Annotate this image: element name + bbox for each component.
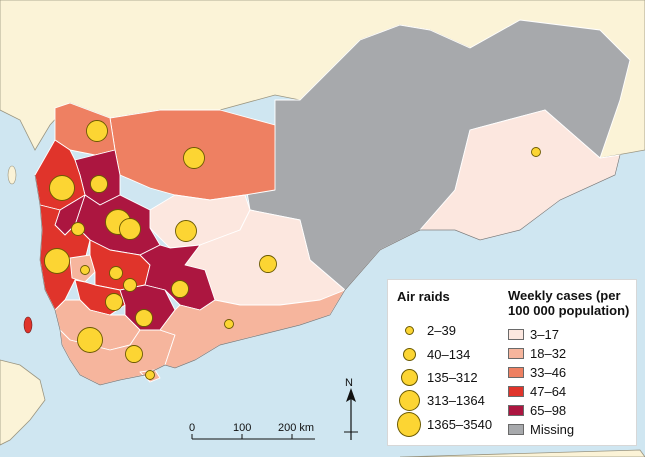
- air-raids-legend-title: Air raids: [397, 289, 450, 304]
- air-raid-marker-sanaa-city[interactable]: [119, 218, 141, 240]
- weekly-cases-legend-item: 18–32: [508, 343, 566, 363]
- class-label: 33–46: [530, 364, 567, 380]
- weekly-cases-legend-item: Missing: [508, 419, 574, 439]
- raid-size-label: 1365–3540: [427, 416, 493, 432]
- coastline: [34, 154, 621, 386]
- air-raid-marker-hadramawt[interactable]: [531, 147, 541, 157]
- class-swatch: [508, 385, 524, 397]
- air-raid-marker-amran[interactable]: [90, 175, 108, 193]
- air-raid-marker-abyan[interactable]: [224, 319, 234, 329]
- raid-size-label: 2–39: [427, 322, 456, 338]
- air-raid-marker-marib[interactable]: [175, 220, 197, 242]
- north-label: N: [345, 377, 353, 389]
- island: [23, 316, 33, 334]
- air-raids-legend-item: 135–312: [397, 367, 478, 387]
- air-raid-marker-al-hudaydah[interactable]: [44, 248, 70, 274]
- air-raid-marker-al-jawf[interactable]: [183, 147, 205, 169]
- scale-label-200: 200 km: [278, 422, 315, 434]
- raid-size-symbol: [397, 411, 421, 437]
- raid-size-symbol: [404, 325, 414, 335]
- air-raid-marker-taizz-coast[interactable]: [77, 327, 103, 353]
- air-raid-marker-hajjah[interactable]: [49, 175, 75, 201]
- governorates: [34, 19, 631, 386]
- weekly-cases-legend-item: 3–17: [508, 324, 559, 344]
- air-raids-legend-item: 2–39: [397, 320, 456, 340]
- air-raid-marker-dhamar[interactable]: [109, 266, 123, 280]
- air-raid-marker-al-bayda[interactable]: [171, 280, 189, 298]
- class-label: Missing: [530, 421, 575, 437]
- air-raid-marker-raymah[interactable]: [80, 265, 90, 275]
- scale-label-0: 0: [189, 422, 196, 434]
- air-raid-marker-al-mahwit[interactable]: [71, 222, 85, 236]
- raid-size-label: 40–134: [427, 346, 471, 362]
- air-raid-marker-ibb[interactable]: [105, 293, 123, 311]
- north-arrow: [344, 388, 358, 440]
- air-raid-marker-lahij[interactable]: [125, 345, 143, 363]
- air-raid-marker-shabwah[interactable]: [259, 255, 277, 273]
- class-swatch: [508, 347, 524, 359]
- air-raid-marker-ad-dali[interactable]: [135, 309, 153, 327]
- weekly-cases-legend-item: 47–64: [508, 381, 566, 401]
- africa-land: [0, 359, 46, 446]
- raid-size-symbol: [402, 347, 416, 361]
- class-swatch: [508, 404, 524, 416]
- air-raid-markers: [44, 120, 541, 380]
- class-label: 47–64: [530, 383, 567, 399]
- weekly-cases-legend-item: 65–98: [508, 400, 566, 420]
- island: [7, 165, 17, 185]
- scale-bar: 0 100 200 km: [189, 422, 322, 440]
- air-raids-legend-item: 40–134: [397, 344, 470, 364]
- air-raid-marker-aden[interactable]: [145, 370, 155, 380]
- raid-size-symbol: [400, 368, 418, 386]
- scale-label-100: 100: [233, 422, 252, 434]
- somalia-land: [399, 449, 645, 457]
- raid-size-label: 135–312: [427, 369, 478, 385]
- air-raids-legend-item: 1365–3540: [397, 411, 493, 437]
- weekly-cases-legend-title: Weekly cases (per 100 000 population): [508, 288, 630, 318]
- raid-size-label: 313–1364: [427, 392, 485, 408]
- air-raid-marker-saada[interactable]: [86, 120, 108, 142]
- raid-size-symbol: [398, 389, 420, 411]
- class-swatch: [508, 366, 524, 378]
- class-label: 18–32: [530, 345, 567, 361]
- weekly-cases-legend-item: 33–46: [508, 362, 566, 382]
- air-raid-marker-taizz[interactable]: [123, 278, 137, 292]
- class-swatch: [508, 328, 524, 340]
- air-raids-legend-item: 313–1364: [397, 389, 485, 411]
- legend: Air raids Weekly cases (per 100 000 popu…: [387, 279, 637, 446]
- class-swatch: [508, 423, 524, 435]
- class-label: 65–98: [530, 402, 567, 418]
- class-label: 3–17: [530, 326, 559, 342]
